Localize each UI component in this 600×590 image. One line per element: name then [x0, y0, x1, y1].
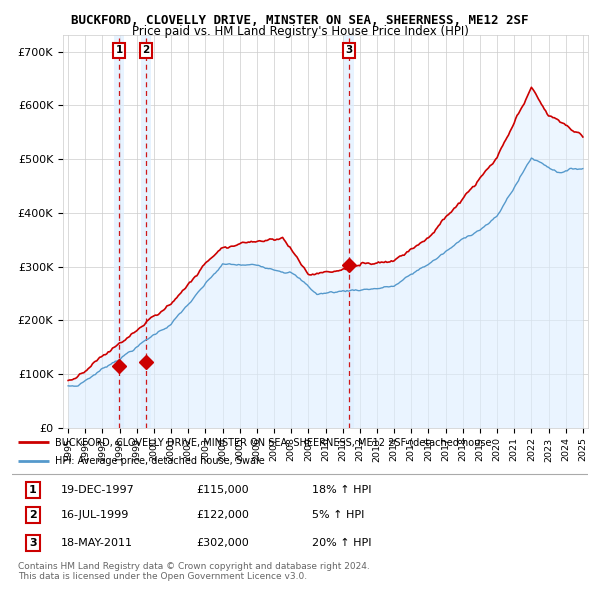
Bar	[141, 35, 151, 428]
Bar	[114, 35, 124, 428]
Text: 2: 2	[29, 510, 37, 520]
Text: BUCKFORD, CLOVELLY DRIVE, MINSTER ON SEA, SHEERNESS, ME12 2SF (detached house: BUCKFORD, CLOVELLY DRIVE, MINSTER ON SEA…	[55, 437, 492, 447]
Text: 1: 1	[29, 485, 37, 495]
Text: 1: 1	[115, 45, 123, 55]
Text: £302,000: £302,000	[196, 538, 249, 548]
Text: 5% ↑ HPI: 5% ↑ HPI	[311, 510, 364, 520]
Text: 2: 2	[142, 45, 149, 55]
Text: 19-DEC-1997: 19-DEC-1997	[61, 485, 135, 495]
Text: £122,000: £122,000	[196, 510, 249, 520]
Bar	[344, 35, 355, 428]
Text: £115,000: £115,000	[196, 485, 249, 495]
Text: Contains HM Land Registry data © Crown copyright and database right 2024.
This d: Contains HM Land Registry data © Crown c…	[18, 562, 370, 581]
Text: 18-MAY-2011: 18-MAY-2011	[61, 538, 133, 548]
Text: 3: 3	[29, 538, 37, 548]
Text: 3: 3	[346, 45, 353, 55]
Text: BUCKFORD, CLOVELLY DRIVE, MINSTER ON SEA, SHEERNESS, ME12 2SF: BUCKFORD, CLOVELLY DRIVE, MINSTER ON SEA…	[71, 14, 529, 27]
Text: 20% ↑ HPI: 20% ↑ HPI	[311, 538, 371, 548]
Text: Price paid vs. HM Land Registry's House Price Index (HPI): Price paid vs. HM Land Registry's House …	[131, 25, 469, 38]
Text: 18% ↑ HPI: 18% ↑ HPI	[311, 485, 371, 495]
Text: 16-JUL-1999: 16-JUL-1999	[61, 510, 130, 520]
Text: HPI: Average price, detached house, Swale: HPI: Average price, detached house, Swal…	[55, 456, 265, 466]
